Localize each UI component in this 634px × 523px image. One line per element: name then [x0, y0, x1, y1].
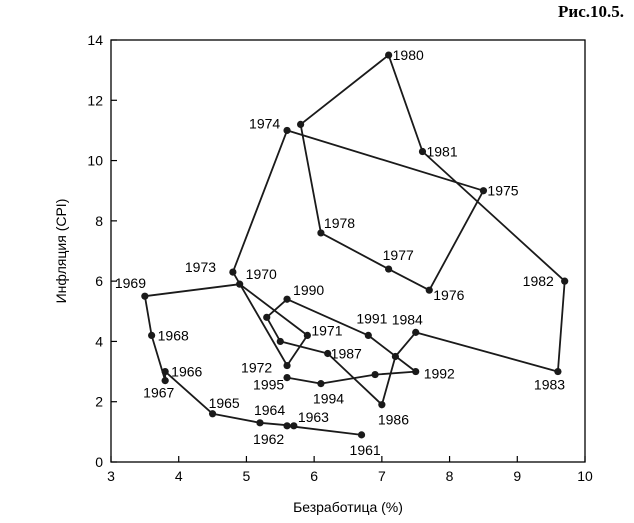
y-tick-label: 2	[95, 394, 103, 410]
point-label-1971: 1971	[311, 322, 342, 338]
point-label-1972: 1972	[241, 360, 272, 376]
data-point-1989	[263, 313, 271, 321]
data-point-1976	[425, 286, 433, 294]
point-label-1977: 1977	[383, 247, 414, 263]
data-point-1961	[357, 431, 366, 439]
axes: 3 4 5 6 7 8 9 10 0 2 4 6 8 10 12 14	[87, 32, 593, 484]
y-tick-label: 8	[95, 213, 103, 229]
data-point-1992	[412, 367, 420, 376]
data-point-1980	[385, 51, 393, 59]
point-label-1978: 1978	[324, 215, 355, 231]
x-tick-label: 6	[310, 468, 318, 484]
point-label-1986: 1986	[378, 412, 409, 428]
point-label-1983: 1983	[534, 377, 565, 393]
x-tick-label: 5	[243, 468, 251, 484]
y-tick-label: 4	[95, 333, 103, 349]
data-point-1985	[391, 352, 399, 361]
point-label-1965: 1965	[209, 395, 240, 411]
point-label-1981: 1981	[426, 144, 457, 160]
point-label-1963: 1963	[298, 409, 329, 425]
data-point-1972	[283, 361, 291, 370]
point-label-1976: 1976	[433, 287, 464, 303]
data-point-1979	[297, 120, 305, 128]
data-point-1970	[236, 280, 244, 288]
point-label-1968: 1968	[158, 327, 189, 343]
point-labels: 1961 1962 1963 1964 1965 1966 1967 1968 1969 1970…	[115, 47, 565, 458]
data-point-1986	[378, 401, 386, 409]
series-line	[144, 54, 566, 436]
data-point-1971	[303, 331, 311, 339]
point-label-1964: 1964	[254, 402, 285, 418]
point-label-1966: 1966	[171, 364, 202, 380]
point-label-1969: 1969	[115, 275, 146, 291]
point-label-1980: 1980	[393, 47, 424, 63]
data-point-1977	[385, 265, 393, 273]
point-label-1975: 1975	[487, 183, 518, 199]
data-point-1964	[256, 419, 264, 427]
data-point-1966	[161, 367, 169, 376]
point-label-1967: 1967	[143, 385, 174, 401]
y-tick-label: 6	[95, 273, 103, 289]
y-tick-label: 0	[95, 454, 103, 470]
data-point-1990	[283, 295, 291, 303]
x-axis-title: Безработица (%)	[293, 499, 403, 515]
point-label-1984: 1984	[392, 311, 423, 327]
x-tick-label: 8	[446, 468, 454, 484]
point-label-1990: 1990	[293, 282, 324, 298]
point-label-1991: 1991	[356, 310, 387, 326]
x-tick-label: 10	[577, 468, 593, 484]
data-point-1981	[418, 147, 427, 156]
data-point-1983	[554, 367, 562, 376]
point-label-1994: 1994	[313, 391, 344, 407]
data-point-1967	[161, 377, 169, 385]
point-label-1961: 1961	[350, 442, 381, 458]
point-label-1974: 1974	[249, 115, 280, 131]
y-tick-label: 12	[87, 92, 103, 108]
data-point-1993	[371, 370, 379, 379]
markers	[141, 51, 569, 439]
data-point-1968	[148, 331, 156, 339]
x-tick-label: 3	[107, 468, 115, 484]
data-point-1975	[479, 187, 488, 195]
data-point-1974	[283, 126, 291, 135]
y-tick-label: 10	[87, 153, 103, 169]
point-label-1995: 1995	[253, 377, 284, 393]
x-tick-label: 4	[175, 468, 183, 484]
series-path	[144, 54, 566, 436]
y-axis-title: Инфляция (CPI)	[53, 199, 69, 304]
x-tick-label: 9	[513, 468, 521, 484]
point-label-1973: 1973	[185, 259, 216, 275]
point-label-1962: 1962	[253, 431, 284, 447]
figure-label: Рис.10.5.	[558, 2, 624, 21]
data-point-1991	[364, 331, 372, 339]
data-point-1988	[276, 337, 284, 346]
data-point-1984	[412, 328, 420, 336]
point-label-1987: 1987	[331, 345, 362, 361]
data-point-1995	[283, 374, 291, 382]
data-point-1965	[208, 410, 217, 418]
data-point-1962	[283, 422, 291, 430]
data-point-1963	[290, 422, 298, 430]
data-point-1982	[561, 277, 569, 285]
x-tick-label: 7	[378, 468, 386, 484]
data-point-1969	[141, 292, 149, 300]
plot-frame	[110, 39, 586, 463]
point-label-1992: 1992	[424, 366, 455, 382]
data-point-1994	[317, 380, 325, 388]
data-point-1978	[317, 229, 325, 237]
point-label-1982: 1982	[523, 273, 554, 289]
data-point-1987	[324, 349, 332, 358]
y-tick-label: 14	[87, 32, 103, 48]
point-label-1970: 1970	[246, 266, 277, 282]
data-point-1973	[229, 268, 237, 276]
